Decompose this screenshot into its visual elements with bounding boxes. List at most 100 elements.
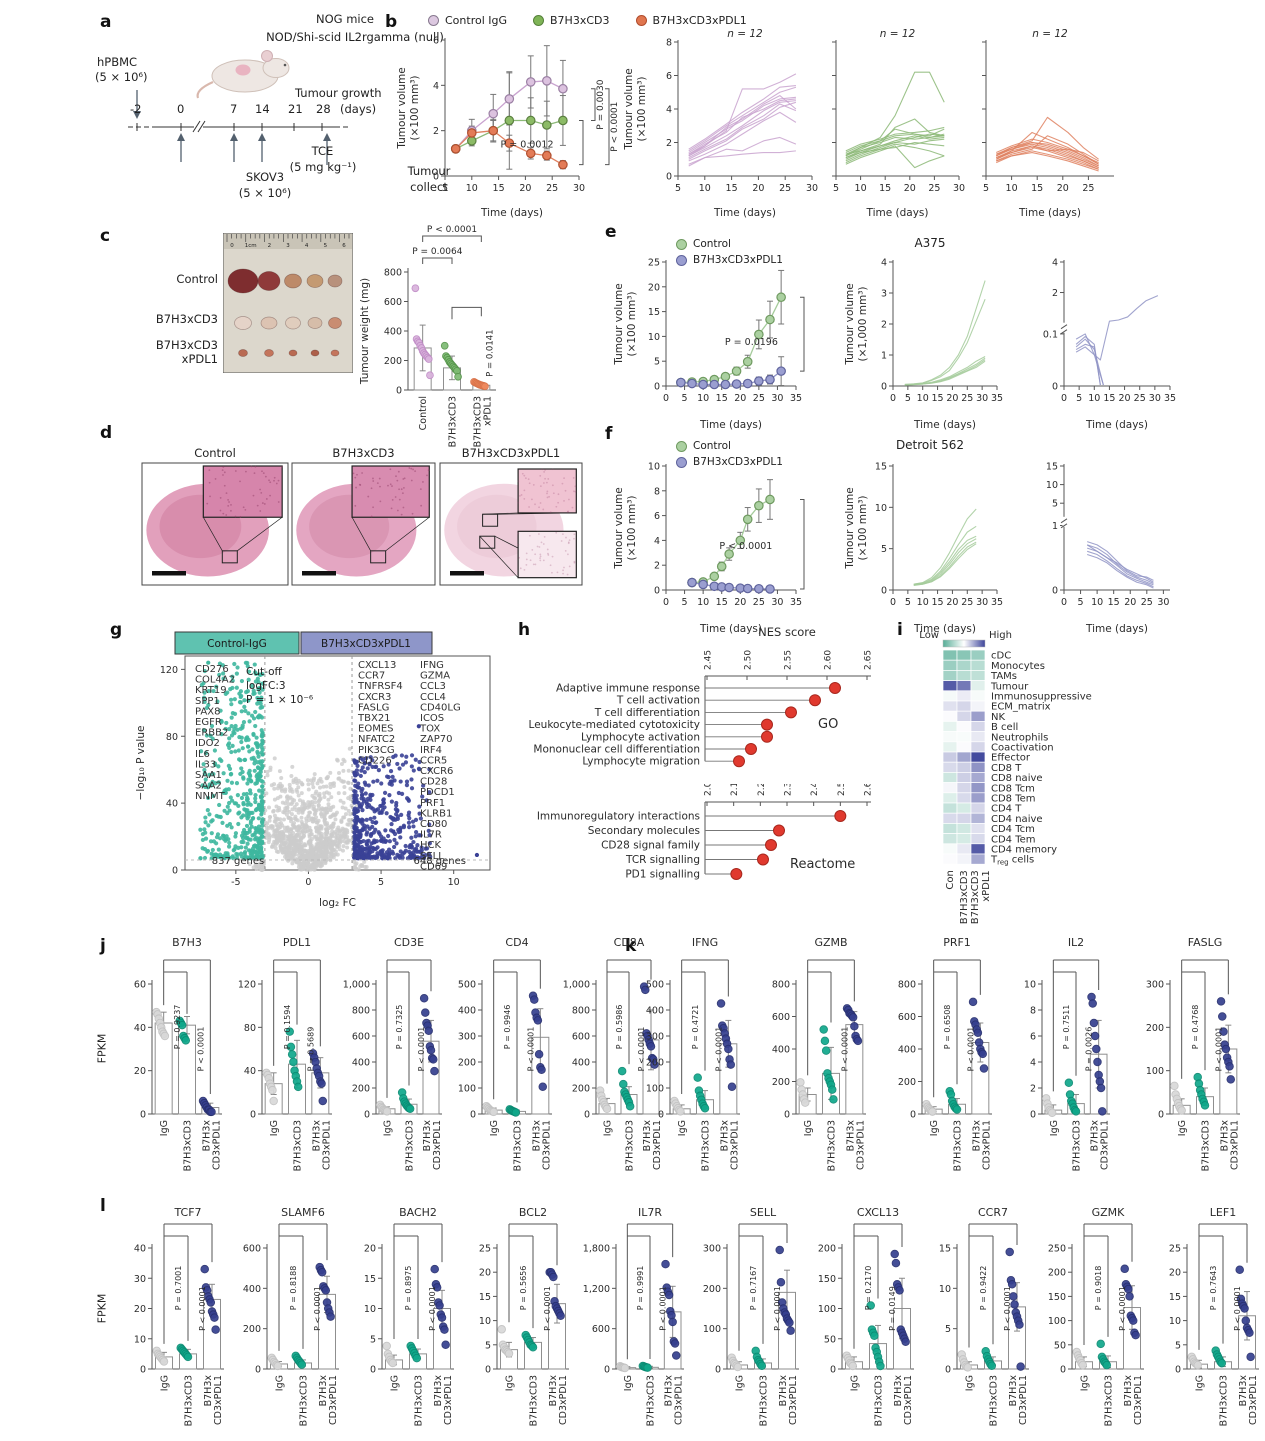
control-marker-icon [676,440,687,452]
svg-text:2.45: 2.45 [704,650,714,670]
svg-text:15: 15 [1169,1292,1181,1303]
svg-text:100: 100 [458,1084,476,1095]
svg-text:CD8 naive: CD8 naive [991,773,1043,784]
svg-text:CD8 T: CD8 T [991,763,1022,774]
svg-text:n = 12: n = 12 [880,28,916,40]
tumour-row-label-b7h3xcd3: B7H3xCD3 [155,312,218,326]
svg-text:Monocytes: Monocytes [991,661,1045,672]
svg-text:4: 4 [305,243,309,249]
chart-svg-l_GZMK: GZMK 0 50 100 150 200 250 P = 0.9018 P < 0.0001 I… [1048,1206,1144,1426]
svg-text:8: 8 [666,38,672,49]
svg-text:Tumour volume: Tumour volume [396,67,408,149]
svg-text:100: 100 [703,1324,721,1335]
svg-text:P = 0.8975: P = 0.8975 [404,1266,413,1311]
svg-text:25: 25 [1141,597,1153,608]
panel-letter-c: c [100,226,111,246]
svg-text:5: 5 [442,183,448,194]
b7h3xcd3xpdl1-marker-icon [676,254,687,266]
svg-text:B7H3xCD3: B7H3xCD3 [293,1120,304,1171]
chart-h-reactome-nes: 2.0 2.1 2.2 2.3 2.4 2.5 2.6 Immunoregulatory in… [518,781,890,934]
svg-text:Time (days): Time (days) [699,623,762,635]
svg-text:15: 15 [932,597,944,608]
timeline-days-label: (days) [340,102,377,116]
histology-title-b7h3xcd3: B7H3xCD3 [332,446,395,460]
fpkm-axis-label-l: FPKM [95,1293,109,1324]
svg-text:200: 200 [458,1058,476,1069]
svg-text:200: 200 [898,1077,916,1088]
chart-c-tumour-weight: 0 200 400 600 800 P < 0.0001 P = 0.0064 P = 0.0… [356,220,526,478]
svg-text:PRF1: PRF1 [943,936,971,949]
svg-text:600: 600 [772,1012,790,1023]
svg-text:Tumour: Tumour [990,681,1029,692]
svg-text:200: 200 [703,1284,721,1295]
svg-text:2: 2 [654,561,660,572]
svg-text:IgG: IgG [383,1120,394,1136]
svg-text:CD3xPDL1: CD3xPDL1 [558,1375,569,1425]
svg-text:CD4 Tem: CD4 Tem [991,834,1036,845]
control-igg-marker-icon [428,15,439,26]
svg-text:200: 200 [646,1058,664,1069]
svg-text:BCL2: BCL2 [519,1206,547,1219]
svg-text:50: 50 [1054,1340,1066,1351]
svg-text:NK: NK [991,712,1005,723]
svg-text:35: 35 [1164,393,1176,404]
svg-text:TCF7: TCF7 [173,1206,201,1219]
legend-label: Control [693,238,731,250]
svg-text:10: 10 [697,597,709,608]
svg-text:400: 400 [384,327,402,338]
chart-svg-l_LEF1: LEF1 0 5 10 15 20 25 P = 0.7643 P < 0.0001 IgG B7H… [1169,1206,1259,1426]
svg-text:1,000: 1,000 [563,980,590,991]
svg-text:CD276: CD276 [195,664,229,675]
svg-text:B7H3xCD3: B7H3xCD3 [759,1375,770,1426]
svg-text:400: 400 [243,1284,261,1295]
svg-text:1cm: 1cm [245,243,257,249]
svg-text:CD3xPDL1: CD3xPDL1 [211,1120,222,1170]
svg-text:2.0: 2.0 [704,784,714,796]
svg-text:10: 10 [1169,1316,1181,1327]
svg-text:10: 10 [364,1304,376,1315]
svg-text:CXCR3: CXCR3 [358,692,391,703]
svg-text:4: 4 [881,258,887,269]
svg-text:P = 0.8188: P = 0.8188 [289,1266,298,1311]
svg-text:30: 30 [1157,597,1169,608]
timeline-graphic [128,50,351,165]
svg-text:10: 10 [917,597,929,608]
svg-text:IgG: IgG [1177,1120,1188,1136]
svg-text:B7H3xCD3: B7H3xCD3 [1219,1375,1230,1426]
svg-text:10: 10 [1006,183,1018,194]
svg-text:4: 4 [666,105,672,116]
svg-text:0: 0 [230,243,234,249]
svg-text:15: 15 [939,1244,951,1255]
svg-text:IgG: IgG [850,1375,861,1391]
svg-text:5: 5 [833,183,839,194]
svg-text:5: 5 [675,183,681,194]
svg-text:n = 12: n = 12 [1032,28,1068,40]
svg-text:500: 500 [458,980,476,991]
svg-text:10: 10 [697,393,709,404]
chart-l-gzmk: GZMK 0 50 100 150 200 250 P = 0.9018 P < 0.0001 I… [1036,1202,1148,1437]
svg-text:1,000: 1,000 [343,980,370,991]
b7h3xcd3xpdl1-marker-icon [635,15,647,26]
skov3-dose: (5 × 10⁶) [238,186,292,200]
svg-text:4: 4 [654,536,660,547]
chart-e-group-means: 0 5 10 15 20 25 0 5 10 15 20 25 30 35 Time (days) Tumou… [610,234,840,434]
svg-text:IL33: IL33 [195,759,216,770]
svg-text:xPDL1: xPDL1 [482,396,493,426]
chart-svg-d_histo [141,462,583,586]
svg-text:0: 0 [881,586,887,597]
svg-text:TNFRSF4: TNFRSF4 [357,681,403,692]
chart-e-spaghetti-control: 0 1 2 3 4 0 5 10 15 20 25 30 35 Time (days) Tumour vol… [841,234,1009,434]
svg-text:CD226: CD226 [358,755,392,766]
svg-text:IgG: IgG [275,1375,286,1391]
chart-svg-go: NES score 2.45 2.50 2.55 2.60 2.65 Adaptive im… [529,625,874,768]
svg-text:Cut-off: Cut-off [246,666,283,678]
svg-text:CD8 Tcm: CD8 Tcm [991,783,1035,794]
svg-text:Time (days): Time (days) [913,419,976,431]
svg-text:0: 0 [140,1110,146,1121]
svg-text:0: 0 [1030,1110,1036,1121]
svg-text:TCR signalling: TCR signalling [625,854,700,866]
svg-text:15: 15 [364,1274,376,1285]
svg-text:CD28: CD28 [420,777,447,788]
svg-text:0: 0 [890,393,896,404]
